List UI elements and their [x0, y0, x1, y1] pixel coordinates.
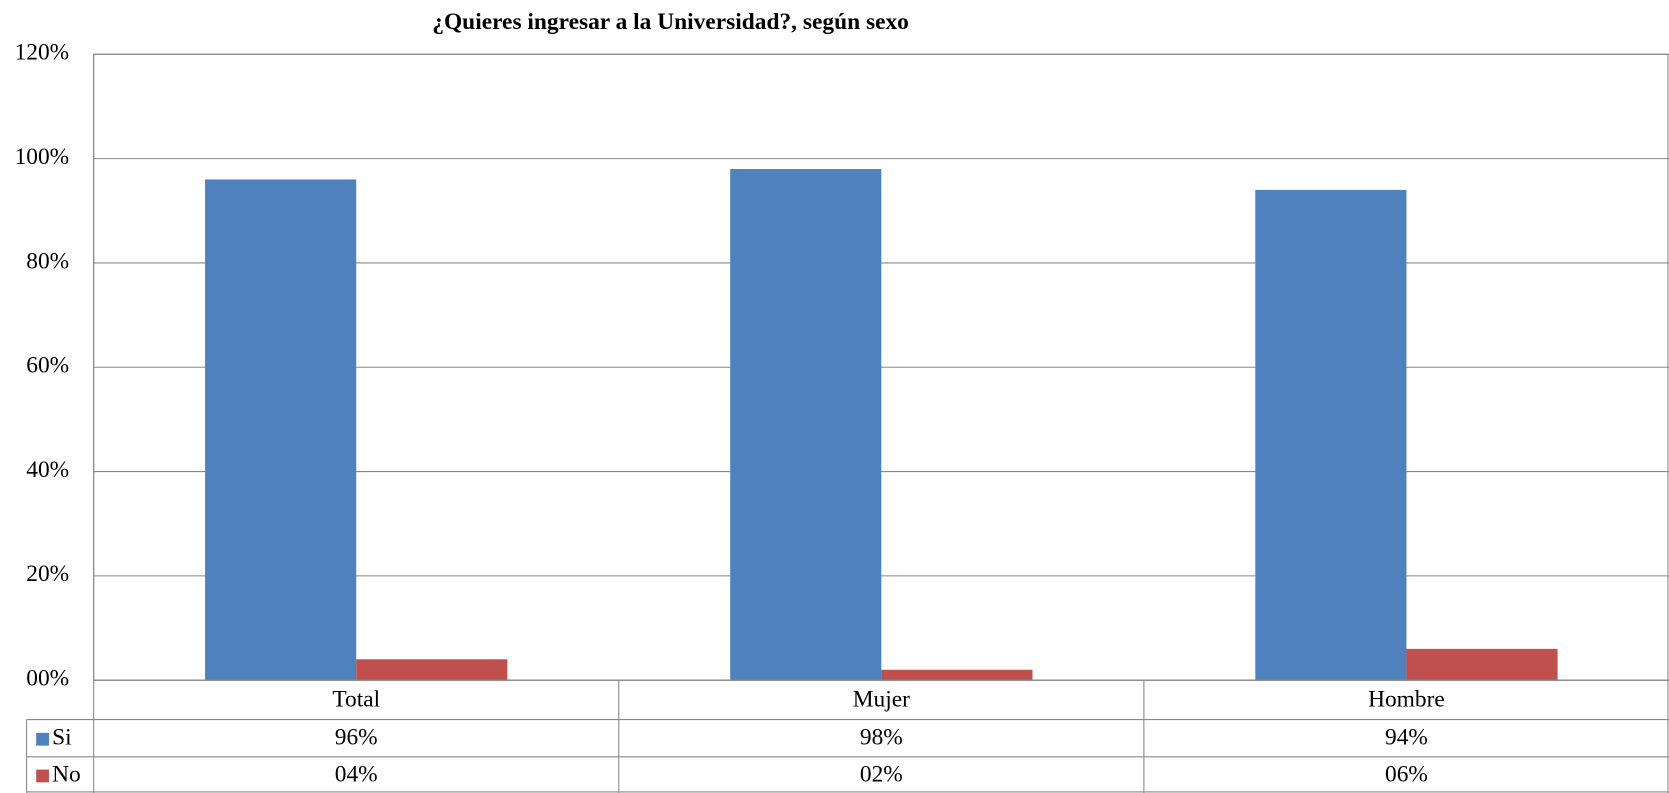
y-tick-label: 60% [26, 353, 69, 379]
data-label: 96% [335, 725, 378, 751]
x-tick-label: Total [332, 686, 380, 712]
data-label: 06% [1385, 761, 1428, 787]
data-label: 94% [1385, 725, 1428, 751]
bar [356, 659, 508, 681]
bar [730, 169, 882, 681]
bar [1255, 189, 1407, 681]
bar [1406, 648, 1558, 681]
bar [205, 179, 357, 681]
bar [881, 669, 1033, 681]
data-label: 02% [860, 761, 903, 787]
data-label: 04% [335, 761, 378, 787]
y-tick-label: 40% [26, 457, 69, 483]
legend-label: Si [52, 725, 72, 751]
y-tick-label: 80% [26, 248, 69, 274]
y-tick-label: 120% [15, 40, 70, 66]
x-tick-label: Hombre [1368, 686, 1445, 712]
chart-title: ¿Quieres ingresar a la Universidad?, seg… [432, 9, 909, 35]
y-tick-label: 100% [15, 144, 70, 170]
y-tick-label: 20% [26, 561, 69, 587]
y-tick-label: 00% [26, 666, 69, 692]
legend-swatch [36, 769, 49, 783]
legend-swatch [36, 732, 49, 746]
legend-label: No [52, 761, 81, 787]
x-tick-label: Mujer [853, 686, 910, 712]
data-label: 98% [860, 725, 903, 751]
